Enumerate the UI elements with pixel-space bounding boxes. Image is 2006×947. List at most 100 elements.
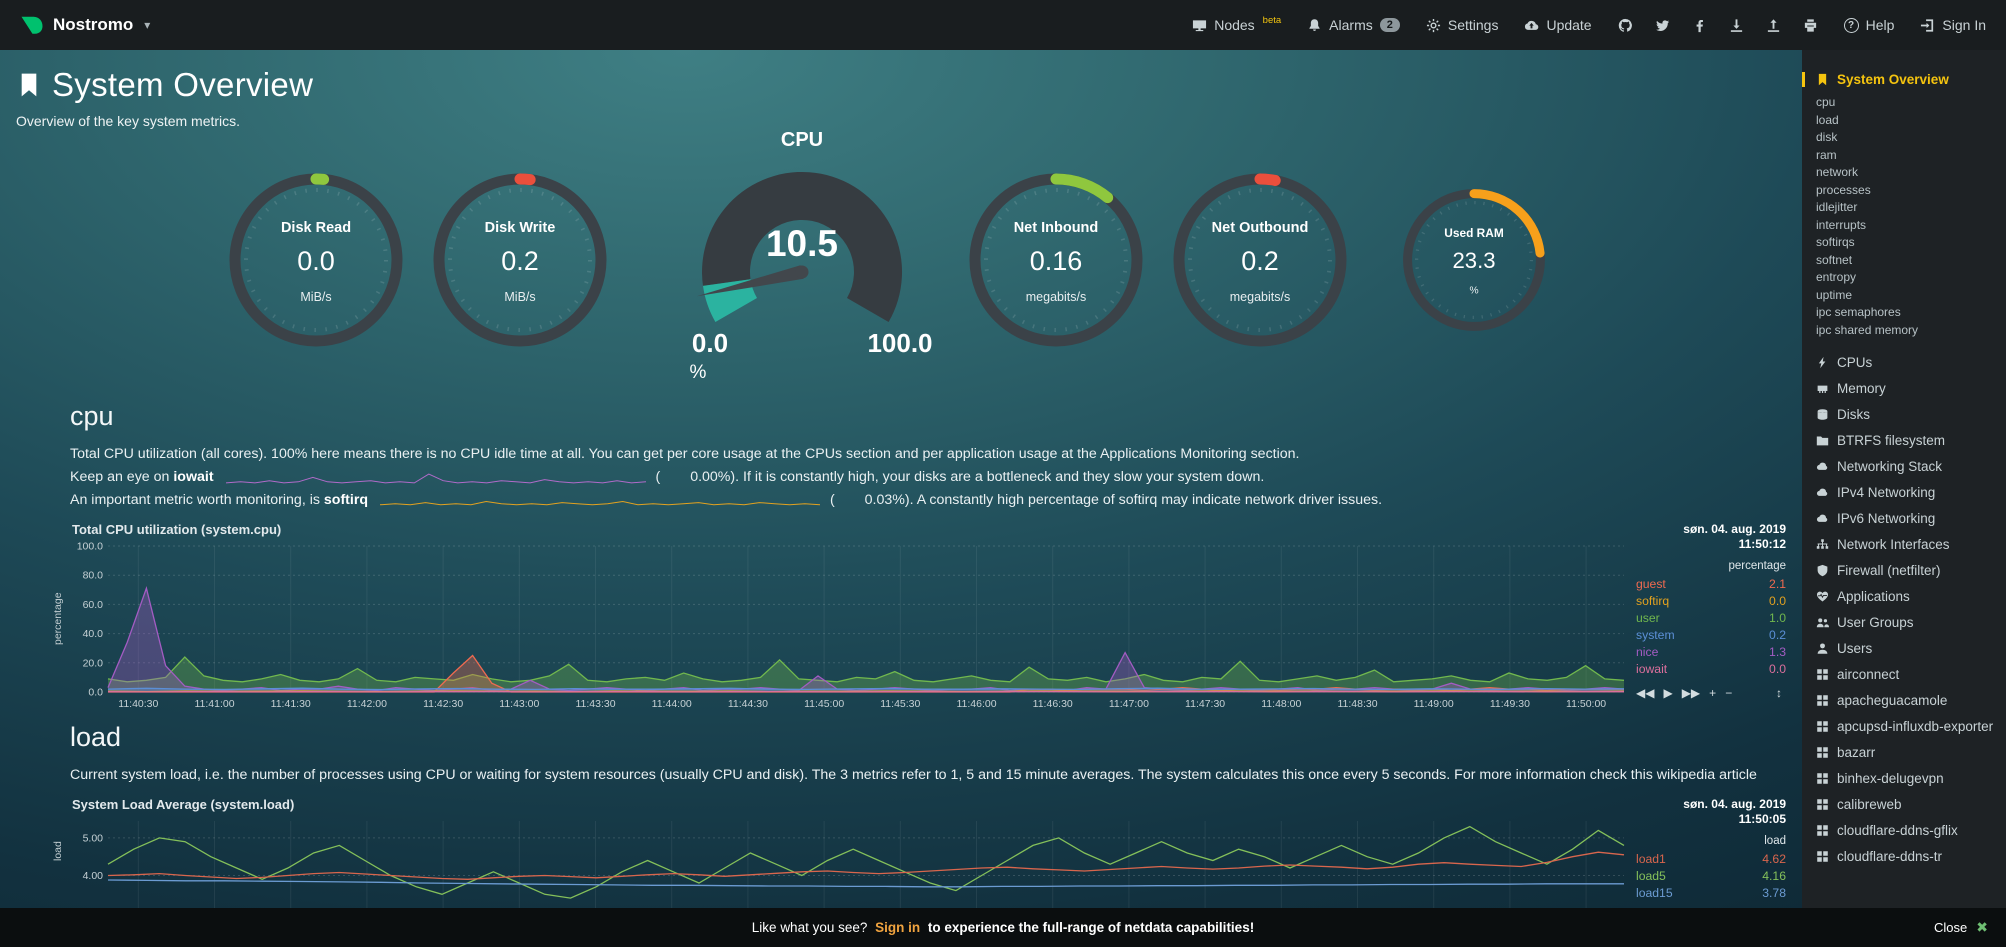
sidebar-menu-item[interactable]: BTRFS filesystem [1816,427,1998,453]
banner-close-label: Close [1934,920,1968,935]
facebook-icon[interactable] [1692,18,1707,33]
sign-in-link[interactable]: Sign in [875,920,921,935]
sidebar-menu-item[interactable]: calibreweb [1816,791,1998,817]
gauge-ring [1403,189,1545,331]
svg-text:11:48:00: 11:48:00 [1261,698,1301,710]
sidebar-submenu-item[interactable]: ram [1816,147,1837,162]
chevron-down-icon[interactable]: ▾ [144,18,151,32]
sidebar-submenu-item[interactable]: processes [1816,182,1871,197]
sidebar-submenu-item[interactable]: cpu [1816,95,1836,109]
hostname: Nostromo [53,15,134,34]
svg-text:80.0: 80.0 [83,570,104,582]
top-navbar: Nostromo ▾ Nodes beta Alarms 2 Settings … [0,0,2006,50]
sidebar-menu-item[interactable]: IPv6 Networking [1816,505,1998,531]
gauge[interactable]: Disk Write 0.2 MiB/s [432,172,608,348]
sidebar-submenu-item[interactable]: ipc semaphores [1816,305,1901,319]
legend-item[interactable]: load5 4.16 [1636,868,1786,885]
sidebar-menu-item-label: Networking Stack [1837,458,1943,474]
sidebar-submenu-item[interactable]: interrupts [1816,217,1867,232]
legend-item[interactable]: nice 1.3 [1636,644,1786,661]
gauge-unit: MiB/s [300,290,332,304]
sidebar-menu-item[interactable]: binhex-delugevpn [1816,765,1998,791]
cpu-chart-plot[interactable]: 0.0 20.0 40.0 60.0 80.0 100.0 11:40:30 11:41:00… [68,540,1628,712]
sidebar-submenu-item[interactable]: entropy [1816,270,1857,284]
sidebar-menu-item-label: airconnect [1837,666,1900,682]
github-icon[interactable] [1618,18,1633,33]
gauge[interactable]: Used RAM 23.3 % [1402,188,1546,332]
legend-unit-header: load [1764,835,1786,847]
legend-item[interactable]: guest 2.1 [1636,576,1786,593]
print-icon[interactable] [1803,18,1818,33]
toolbox-button[interactable]: + [1709,686,1717,700]
sidebar-menu-item[interactable]: Memory [1816,375,1998,401]
toolbox-button[interactable]: ↕ [1776,686,1782,700]
legend-item[interactable]: softirq 0.0 [1636,593,1786,610]
sidebar-menu-item[interactable]: Disks [1816,401,1998,427]
sidebar-submenu-item[interactable]: load [1816,112,1839,127]
sidebar-submenu-item[interactable]: softnet [1816,252,1853,267]
nav-nodes[interactable]: Nodes beta [1192,15,1281,33]
nav-update[interactable]: Update [1524,17,1592,33]
toolbox-button[interactable]: ◀◀ [1636,686,1655,700]
toolbox-button[interactable]: − [1725,686,1733,700]
sidebar-menu-item[interactable]: cloudflare-ddns-tr [1816,843,1998,869]
nav-signin-label: Sign In [1942,17,1986,33]
gauges-row: Disk Read 0.0 MiB/s Disk Write 0.2 MiB/s [0,129,1802,391]
twitter-icon[interactable] [1655,18,1670,33]
sidebar-menu-item[interactable]: Users [1816,635,1998,661]
sidebar-menu-item[interactable]: bazarr [1816,739,1998,765]
legend-item[interactable]: user 1.0 [1636,610,1786,627]
sidebar-menu-item[interactable]: Firewall (netfilter) [1816,557,1998,583]
nav-alarms[interactable]: Alarms 2 [1307,17,1400,33]
softirq-percent: 0.03% [864,492,905,508]
legend-item[interactable]: iowait 0.0 [1636,661,1786,678]
banner-close[interactable]: Close ✖ [1934,919,1988,936]
iowait-line: Keep an eye on iowait (0.00%). If it is … [70,467,1802,487]
legend-item[interactable]: load15 3.78 [1636,885,1786,902]
sidebar-menu-item[interactable]: User Groups [1816,609,1998,635]
sidebar-menu-item-label: cloudflare-ddns-tr [1837,848,1943,864]
nav-update-label: Update [1546,17,1592,33]
sidebar-menu-item-label: Applications [1837,588,1910,604]
legend-item-name: softirq [1636,594,1670,608]
brand[interactable]: Nostromo ▾ [20,13,150,37]
nav-help[interactable]: ? Help [1843,17,1894,33]
toolbox-button[interactable]: ▶▶ [1681,686,1701,700]
sidebar-menu-item[interactable]: apacheguacamole [1816,687,1998,713]
nav-settings[interactable]: Settings [1426,17,1498,33]
sidebar-menu-item[interactable]: Applications [1816,583,1998,609]
iowait-term: iowait [173,469,214,485]
sidebar-submenu-item[interactable]: idlejitter [1816,200,1858,214]
load-chart-plot[interactable]: 3.004.005.00 [68,815,1628,919]
legend-item[interactable]: system 0.2 [1636,627,1786,644]
svg-text:11:40:30: 11:40:30 [118,698,158,710]
sidebar-menu-item[interactable]: apcupsd-influxdb-exporter [1816,713,1998,739]
gauge[interactable]: Net Outbound 0.2 megabits/s [1172,172,1348,348]
upload-icon[interactable] [1766,18,1781,33]
legend-item[interactable]: load1 4.62 [1636,851,1786,868]
sidebar-submenu-item[interactable]: ipc shared memory [1816,322,1919,337]
svg-text:40.0: 40.0 [83,628,104,640]
sidebar-submenu-item[interactable]: softirqs [1816,235,1855,249]
sidebar-menu-item[interactable]: airconnect [1816,661,1998,687]
sidebar-submenu-item[interactable]: disk [1816,130,1838,144]
cpu-gauge[interactable]: CPU 10.5 0.0 100.0 % [652,129,952,391]
sidebar-submenu-item[interactable]: network [1816,165,1859,179]
sidebar-menu-item[interactable]: Network Interfaces [1816,531,1998,557]
nav-signin[interactable]: Sign In [1920,17,1986,33]
sidebar-menu-item-label: calibreweb [1837,796,1902,812]
toolbox-button[interactable]: ▶ [1663,686,1673,700]
sidebar-item-system-overview[interactable]: System Overview [1802,72,1998,87]
sidebar-menu-item[interactable]: Networking Stack [1816,453,1998,479]
download-icon[interactable] [1729,18,1744,33]
sidebar-menu-item[interactable]: CPUs [1816,349,1998,375]
legend-item-value: 1.3 [1769,645,1786,659]
load-description: Current system load, i.e. the number of … [70,767,1757,783]
gauge[interactable]: Net Inbound 0.16 megabits/s [968,172,1144,348]
sidebar-submenu-item[interactable]: uptime [1816,287,1853,302]
gauge[interactable]: Disk Read 0.0 MiB/s [228,172,404,348]
sidebar-menu-item[interactable]: cloudflare-ddns-gflix [1816,817,1998,843]
bolt-icon [1816,356,1829,369]
svg-text:0.0: 0.0 [88,687,103,699]
sidebar-menu-item[interactable]: IPv4 Networking [1816,479,1998,505]
